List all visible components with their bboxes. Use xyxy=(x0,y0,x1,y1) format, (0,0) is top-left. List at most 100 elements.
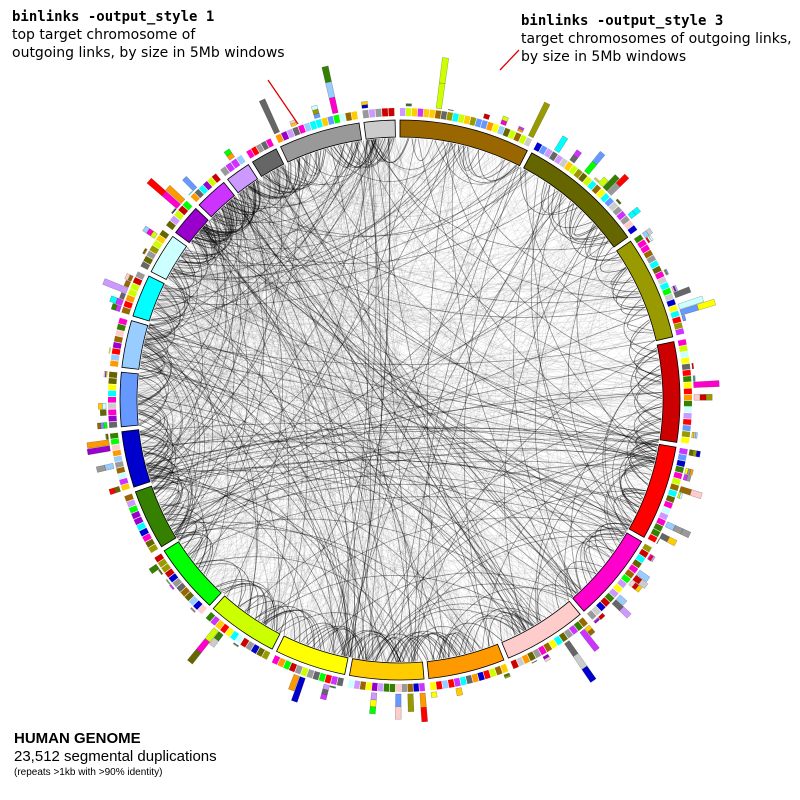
duplication-link xyxy=(209,186,282,580)
histogram-bar xyxy=(681,314,687,322)
target-chromosome-bin xyxy=(573,168,583,179)
duplication-link xyxy=(197,545,513,637)
duplication-link xyxy=(141,313,172,359)
duplication-link xyxy=(138,413,337,655)
duplication-link xyxy=(383,162,511,662)
duplication-link xyxy=(204,182,257,231)
target-chromosome-bin xyxy=(115,329,125,338)
histogram-bar xyxy=(673,286,692,298)
duplication-link xyxy=(411,138,434,161)
target-chromosome-bin xyxy=(664,293,674,302)
duplication-link xyxy=(276,141,359,186)
target-chromosome-bin xyxy=(116,323,126,332)
chromosome-chr10 xyxy=(275,635,349,675)
histogram-bar xyxy=(594,618,600,624)
duplication-link xyxy=(333,138,386,169)
duplication-link xyxy=(276,616,315,648)
duplication-link xyxy=(138,412,461,656)
duplication-link xyxy=(140,372,661,439)
duplication-link xyxy=(298,621,386,662)
duplication-link xyxy=(270,172,644,499)
target-chromosome-bin xyxy=(423,108,430,118)
duplication-link xyxy=(381,138,407,662)
duplication-link xyxy=(140,331,177,440)
duplication-link xyxy=(257,180,599,572)
duplication-link xyxy=(160,210,225,295)
target-chromosome-bin xyxy=(339,113,347,123)
duplication-link xyxy=(264,175,585,587)
duplication-link xyxy=(145,452,626,535)
target-chromosome-bin xyxy=(538,645,547,656)
target-chromosome-bin xyxy=(683,400,692,407)
caption-subtitle: 23,512 segmental duplications xyxy=(14,748,217,765)
duplication-link xyxy=(172,197,567,530)
target-chromosome-bin xyxy=(136,522,147,531)
duplication-link xyxy=(226,582,418,662)
duplication-link xyxy=(139,424,321,650)
duplication-link xyxy=(246,157,501,221)
target-chromosome-bin xyxy=(672,316,682,324)
histogram-bar xyxy=(86,445,111,456)
duplication-link xyxy=(139,375,174,469)
duplication-link xyxy=(271,171,662,395)
duplication-link xyxy=(346,544,613,657)
duplication-link xyxy=(205,223,611,557)
duplication-link xyxy=(375,637,411,662)
duplication-link xyxy=(180,141,361,259)
duplication-link xyxy=(151,316,215,549)
target-chromosome-bin xyxy=(215,619,225,630)
duplication-link xyxy=(278,167,531,217)
duplication-link xyxy=(205,223,663,403)
target-chromosome-bin xyxy=(465,675,473,685)
duplication-link xyxy=(178,460,652,541)
duplication-link xyxy=(150,261,623,337)
target-chromosome-bin xyxy=(347,679,355,689)
duplication-link xyxy=(197,555,447,658)
duplication-link xyxy=(207,564,222,579)
duplication-link xyxy=(621,321,660,437)
duplication-link xyxy=(625,304,658,354)
histogram-bar xyxy=(146,177,167,197)
duplication-link xyxy=(145,335,563,606)
duplication-link xyxy=(183,251,398,663)
duplication-link xyxy=(138,157,301,382)
duplication-link xyxy=(460,145,469,166)
target-chromosome-bin xyxy=(178,205,189,216)
duplication-link xyxy=(316,151,652,476)
histogram-bar xyxy=(165,579,171,585)
duplication-link xyxy=(470,148,615,551)
duplication-link xyxy=(138,353,169,425)
duplication-link xyxy=(227,139,371,214)
duplication-link xyxy=(238,193,618,279)
duplication-link xyxy=(139,182,258,377)
duplication-link xyxy=(279,612,402,663)
histogram-bar xyxy=(650,555,656,563)
duplication-link xyxy=(534,225,596,593)
duplication-link xyxy=(277,150,322,184)
duplication-link xyxy=(200,175,265,234)
duplication-link xyxy=(150,138,389,481)
duplication-link xyxy=(231,198,623,285)
duplication-link xyxy=(219,489,641,591)
duplication-link xyxy=(331,140,436,653)
duplication-link xyxy=(245,188,317,639)
duplication-link xyxy=(412,632,465,662)
duplication-link xyxy=(337,142,353,165)
duplication-link xyxy=(333,158,502,654)
chromosome-ideogram xyxy=(119,119,681,681)
duplication-link xyxy=(212,216,645,318)
duplication-link xyxy=(208,173,269,226)
duplication-link xyxy=(367,139,459,656)
target-chromosome-bin xyxy=(174,210,184,221)
duplication-link xyxy=(137,395,662,424)
duplication-link xyxy=(165,514,442,659)
duplication-link xyxy=(145,463,347,657)
duplication-link xyxy=(587,511,637,575)
duplication-link xyxy=(234,196,661,433)
duplication-link xyxy=(218,210,582,590)
duplication-link xyxy=(273,170,380,662)
target-chromosome-bin xyxy=(578,617,588,628)
duplication-link xyxy=(148,262,191,327)
target-chromosome-bin xyxy=(148,544,159,554)
duplication-link xyxy=(387,529,627,662)
